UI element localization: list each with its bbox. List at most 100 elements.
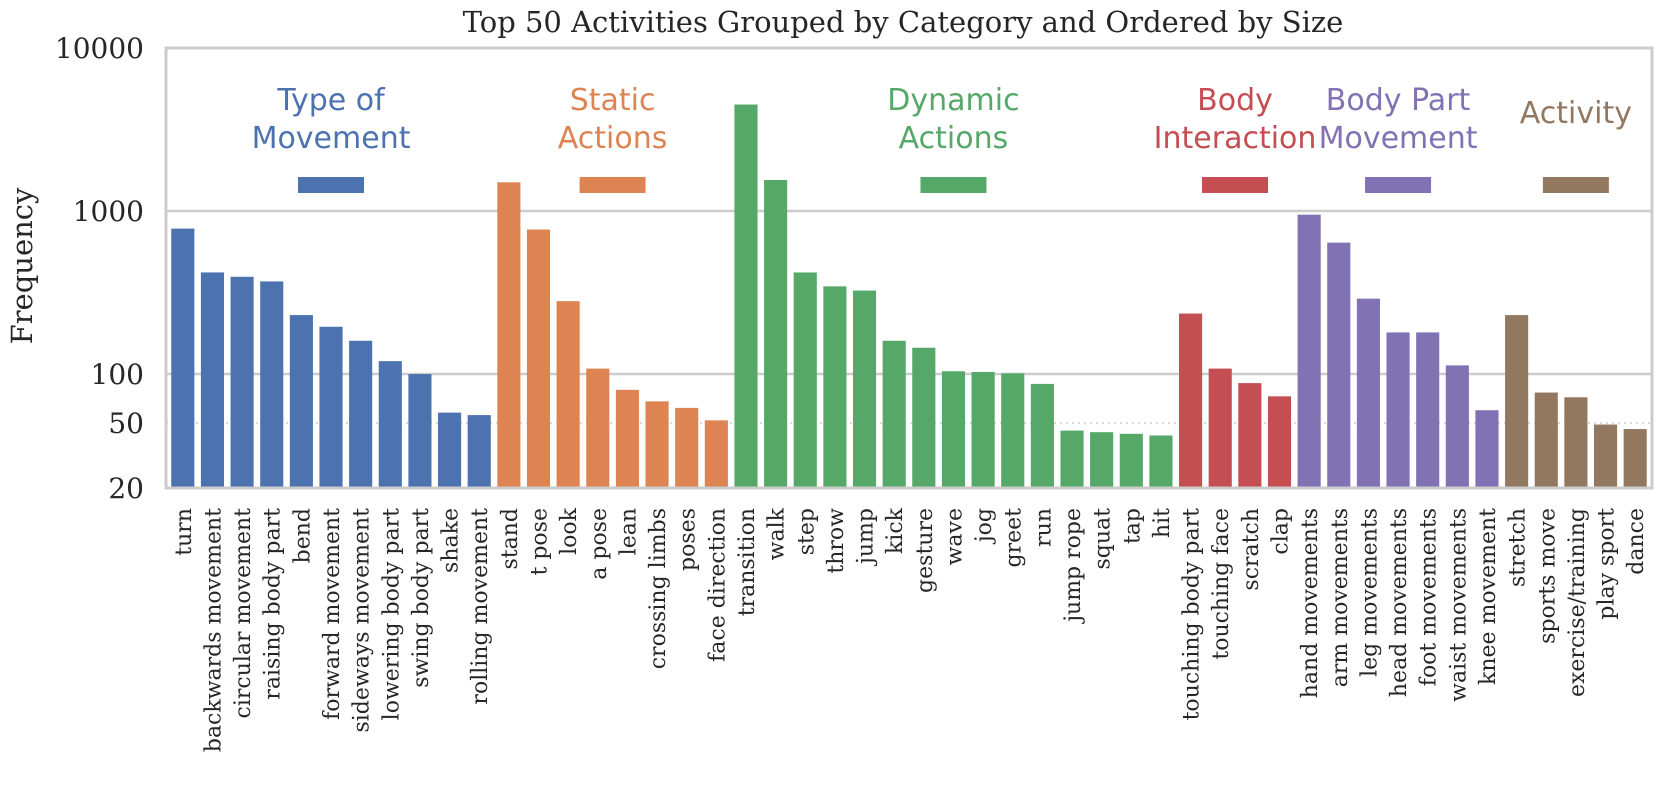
bar-sideways-movement [349,340,373,488]
x-tick-label: jog [972,508,997,545]
y-tick-label: 1000 [73,195,144,228]
x-tick-label: jump rope [1061,508,1086,625]
bar-turn [171,228,195,488]
category-label: Dynamic [887,83,1019,118]
x-tick-label: poses [676,508,701,571]
x-tick-label: lowering body part [379,508,404,720]
x-axis-ticks: turn backwards movement circular movement r… [172,507,1649,752]
bar-lean [615,389,639,488]
category-label: Actions [899,121,1009,156]
bar-foot-movements [1416,332,1440,488]
category-label: Movement [1319,121,1478,156]
x-tick-label: crossing limbs [646,508,671,669]
x-tick-label: shake [439,508,464,573]
bar-transition [734,104,758,488]
x-tick-label: kick [883,507,908,554]
x-tick-label: circular movement [231,508,256,719]
x-tick-label: hand movements [1298,508,1323,698]
x-tick-label: gesture [913,508,938,593]
bar-arm-movements [1327,242,1351,488]
x-tick-label: t pose [528,508,553,575]
x-tick-label: head movements [1387,508,1412,697]
x-tick-label: exercise/training [1565,508,1590,697]
bar-exercise-training [1564,397,1588,488]
bar-dance [1623,429,1647,488]
x-tick-label: transition [735,508,760,616]
x-tick-label: face direction [705,508,730,662]
bar-jog [971,371,995,488]
x-tick-label: touching body part [1180,508,1205,721]
x-tick-label: a pose [587,508,612,580]
bar-touching-body-part [1179,313,1203,488]
plot-frame [164,46,1654,490]
x-tick-label: foot movements [1417,508,1442,686]
bar-stretch [1505,315,1529,488]
y-tick-label: 100 [91,358,144,391]
category-swatch [579,177,646,193]
bar-hit [1149,435,1173,488]
chart-title: Top 50 Activities Grouped by Category an… [463,5,1344,39]
category-swatch [298,177,365,193]
bar-walk [764,179,788,489]
y-tick-label: 10000 [55,32,144,65]
x-tick-label: look [557,507,582,555]
x-tick-label: hit [1150,508,1175,538]
x-tick-label: knee movement [1476,508,1501,685]
x-tick-label: run [1031,508,1056,547]
category-label: Actions [558,121,668,156]
category-swatch [1202,177,1269,193]
bar-kick [882,340,906,488]
x-tick-label: dance [1624,508,1649,575]
x-tick-label: stretch [1506,508,1531,587]
bar-rolling-movement [467,415,491,488]
x-tick-label: clap [1269,508,1294,555]
bar-crossing-limbs [645,401,669,488]
bar-t-pose [526,229,551,488]
x-tick-label: step [794,508,819,555]
bar-touching-face [1208,368,1232,488]
x-tick-label: raising body part [261,508,286,700]
bar-forward-movement [319,326,343,488]
x-tick-label: walk [765,507,790,560]
x-tick-label: leg movements [1357,508,1382,677]
x-tick-label: lean [616,508,641,555]
y-axis-ticks: 20 50 100 1000 10000 [55,32,144,505]
y-tick-label: 20 [108,472,144,505]
bar-lowering-body-part [378,361,402,488]
x-tick-label: stand [498,508,523,570]
bar-run [1030,383,1054,488]
bar-knee-movement [1475,410,1499,488]
category-labels: Type ofMovementStaticActionsDynamicActio… [252,83,1632,193]
bar-clap [1267,396,1292,488]
bar-head-movements [1386,332,1410,488]
bar-squat [1090,432,1114,488]
category-label: Body [1197,83,1273,118]
bar-raising-body-part [260,281,284,488]
bar-greet [1001,373,1025,488]
x-tick-label: sports move [1535,508,1560,644]
x-tick-label: tap [1120,508,1145,544]
x-tick-label: throw [824,508,849,574]
bar-tap [1119,433,1143,488]
bar-sports-move [1534,392,1558,488]
x-tick-label: swing body part [409,508,434,688]
x-tick-label: backwards movement [201,508,226,752]
category-label: Activity [1520,96,1632,131]
category-label: Type of [276,83,386,118]
bar-shake [438,412,462,488]
x-tick-label: waist movements [1446,508,1471,702]
x-tick-label: bend [290,508,315,563]
bar-play-sport [1593,424,1618,488]
bar-circular-movement [230,276,254,488]
x-tick-label: arm movements [1328,508,1353,687]
bar-look [556,301,580,488]
x-tick-label: touching face [1209,508,1234,660]
bar-hand-movements [1297,214,1321,488]
x-tick-label: forward movement [320,508,345,720]
x-tick-label: turn [172,508,197,556]
bar-bend [289,315,313,488]
bar-leg-movements [1356,298,1380,488]
category-label: Static [570,83,656,118]
bar-jump-rope [1060,430,1084,488]
category-swatch [1365,177,1432,193]
